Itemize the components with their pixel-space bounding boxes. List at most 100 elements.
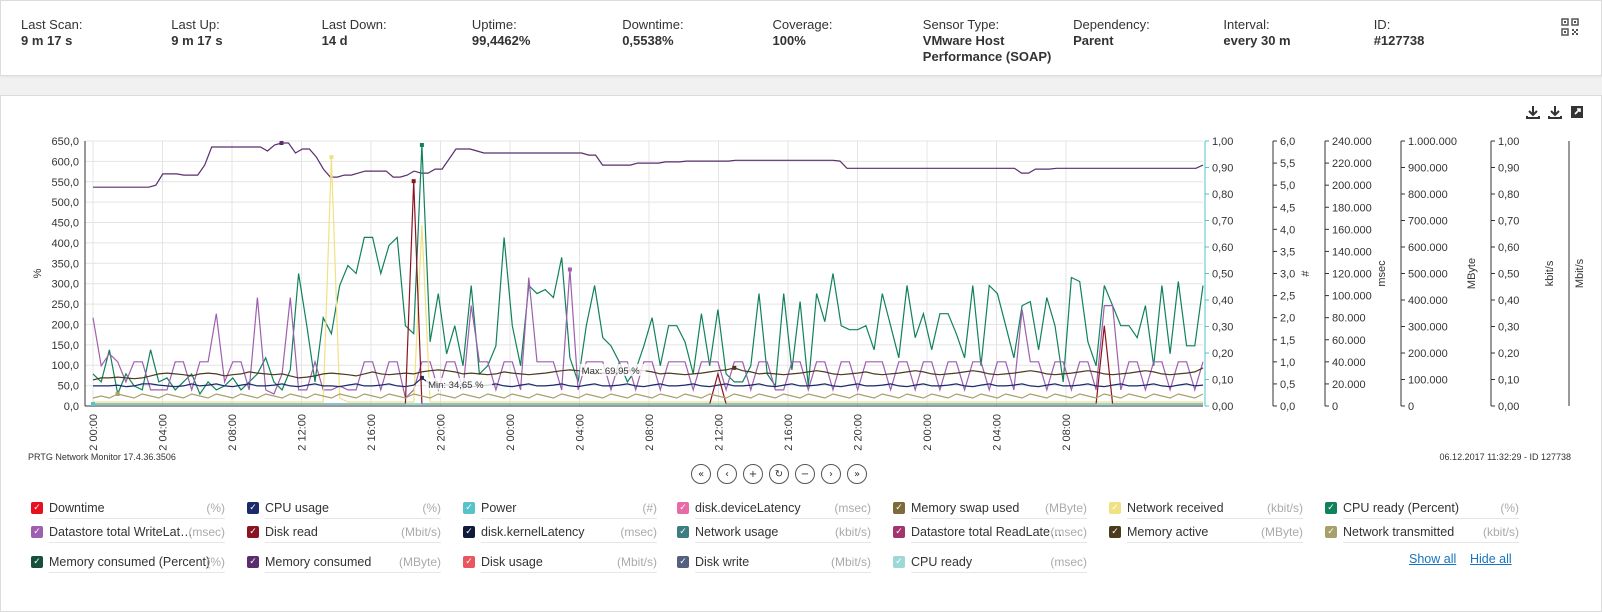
- legend-item[interactable]: ✓ Disk usage (Mbit/s): [463, 552, 657, 573]
- legend-checkbox[interactable]: ✓: [1325, 526, 1337, 538]
- right-axis-tick-label: 2,5: [1280, 291, 1295, 303]
- info-item: Last Up: 9 m 17 s: [171, 17, 222, 49]
- legend-checkbox[interactable]: ✓: [1325, 502, 1337, 514]
- download-csv-icon[interactable]: [1547, 104, 1563, 120]
- legend-label[interactable]: Memory consumed (Percent): [49, 555, 211, 569]
- legend-underline: [695, 518, 871, 519]
- legend-item[interactable]: ✓ Network usage (kbit/s): [677, 522, 871, 543]
- legend-item[interactable]: ✓ CPU usage (%): [247, 498, 441, 519]
- legend-item[interactable]: ✓ Disk write (Mbit/s): [677, 552, 871, 573]
- legend-item[interactable]: ✓ Memory consumed (Percent) (%): [31, 552, 225, 573]
- legend-item[interactable]: ✓ Datastore total WriteLat… (msec): [31, 522, 225, 543]
- legend-label[interactable]: Power: [481, 501, 517, 515]
- legend-item[interactable]: ✓ disk.kernelLatency (msec): [463, 522, 657, 543]
- legend-label[interactable]: disk.kernelLatency: [481, 525, 585, 539]
- legend-label[interactable]: Datastore total WriteLat…: [49, 525, 193, 539]
- legend-label[interactable]: Disk usage: [481, 555, 543, 569]
- legend-checkbox[interactable]: ✓: [893, 526, 905, 538]
- legend-checkbox[interactable]: ✓: [463, 556, 475, 568]
- legend-unit: (msec): [1050, 555, 1087, 569]
- legend-underline: [1127, 542, 1303, 543]
- hide-all-link[interactable]: Hide all: [1470, 552, 1512, 566]
- legend-item[interactable]: ✓ Datastore total ReadLate… (msec): [893, 522, 1087, 543]
- legend-item[interactable]: ✓ disk.deviceLatency (msec): [677, 498, 871, 519]
- legend-label[interactable]: CPU ready (Percent): [1343, 501, 1460, 515]
- legend-label[interactable]: CPU ready: [911, 555, 973, 569]
- show-all-link[interactable]: Show all: [1409, 552, 1457, 566]
- series-line: [93, 377, 1204, 388]
- legend-item[interactable]: ✓ Power (#): [463, 498, 657, 519]
- legend-checkbox[interactable]: ✓: [31, 502, 43, 514]
- info-value: 99,4462%: [471, 33, 531, 48]
- legend-checkbox[interactable]: ✓: [31, 556, 43, 568]
- legend-checkbox[interactable]: ✓: [247, 526, 259, 538]
- legend-underline: [481, 542, 657, 543]
- right-axis-tick-label: 2,0: [1280, 313, 1295, 325]
- legend-checkbox[interactable]: ✓: [677, 526, 689, 538]
- legend-checkbox[interactable]: ✓: [463, 502, 475, 514]
- legend-label[interactable]: Disk read: [265, 525, 318, 539]
- info-value: 0,5538%: [622, 33, 674, 48]
- legend-checkbox[interactable]: ✓: [893, 502, 905, 514]
- legend-label[interactable]: Datastore total ReadLate…: [911, 525, 1063, 539]
- legend-checkbox[interactable]: ✓: [31, 526, 43, 538]
- legend-checkbox[interactable]: ✓: [677, 556, 689, 568]
- legend-unit: (msec): [834, 501, 871, 515]
- legend-checkbox[interactable]: ✓: [247, 556, 259, 568]
- legend-label[interactable]: Network transmitted: [1343, 525, 1455, 539]
- legend-checkbox[interactable]: ✓: [247, 502, 259, 514]
- legend-item[interactable]: ✓ CPU ready (msec): [893, 552, 1087, 573]
- legend-underline: [481, 518, 657, 519]
- right-axis-tick-label: 0,60: [1212, 242, 1233, 254]
- legend-label[interactable]: Downtime: [49, 501, 105, 515]
- right-axis-tick-label: 500.000: [1408, 269, 1448, 281]
- legend-item[interactable]: ✓ CPU ready (Percent) (%): [1325, 498, 1519, 519]
- right-axis-tick-label: 400.000: [1408, 295, 1448, 307]
- legend-label[interactable]: CPU usage: [265, 501, 329, 515]
- legend-item[interactable]: ✓ Network transmitted (kbit/s): [1325, 522, 1519, 543]
- legend-checkbox[interactable]: ✓: [463, 526, 475, 538]
- nav-prev-button[interactable]: ‹: [717, 464, 737, 484]
- legend-unit: (Mbit/s): [831, 555, 871, 569]
- nav-last-button[interactable]: »: [847, 464, 867, 484]
- legend-label[interactable]: Memory consumed: [265, 555, 372, 569]
- expand-icon[interactable]: [1569, 104, 1585, 120]
- y-tick-label: 450,0: [51, 218, 79, 230]
- legend-label[interactable]: Memory swap used: [911, 501, 1020, 515]
- legend-checkbox[interactable]: ✓: [677, 502, 689, 514]
- legend-label[interactable]: disk.deviceLatency: [695, 501, 801, 515]
- series-line: [93, 157, 1203, 403]
- legend-label[interactable]: Disk write: [695, 555, 750, 569]
- legend-item[interactable]: ✓ Memory swap used (MByte): [893, 498, 1087, 519]
- legend-underline: [1343, 542, 1519, 543]
- series-line: [93, 142, 1204, 188]
- legend-checkbox[interactable]: ✓: [1109, 526, 1121, 538]
- legend-label[interactable]: Network usage: [695, 525, 779, 539]
- nav-reset-button[interactable]: ↻: [769, 464, 789, 484]
- legend-item[interactable]: ✓ Memory consumed (MByte): [247, 552, 441, 573]
- legend-label[interactable]: Memory active: [1127, 525, 1209, 539]
- right-axis-tick-label: 0,70: [1498, 216, 1519, 228]
- legend-checkbox[interactable]: ✓: [1109, 502, 1121, 514]
- legend-item[interactable]: ✓ Memory active (MByte): [1109, 522, 1303, 543]
- nav-first-button[interactable]: «: [691, 464, 711, 484]
- info-value: Parent: [1073, 33, 1114, 48]
- right-axis-tick-label: 700.000: [1408, 216, 1448, 228]
- legend-unit: (msec): [620, 525, 657, 539]
- info-value: every 30 m: [1223, 33, 1291, 48]
- download-icon[interactable]: [1525, 104, 1541, 120]
- nav-zoom-out-button[interactable]: −: [795, 464, 815, 484]
- legend-checkbox[interactable]: ✓: [893, 556, 905, 568]
- nav-zoom-in-button[interactable]: +: [743, 464, 763, 484]
- legend-item[interactable]: ✓ Network received (kbit/s): [1109, 498, 1303, 519]
- legend-item[interactable]: ✓ Disk read (Mbit/s): [247, 522, 441, 543]
- right-axis-tick-label: 200.000: [1408, 348, 1448, 360]
- legend-unit: (kbit/s): [1483, 525, 1519, 539]
- legend-item[interactable]: ✓ Downtime (%): [31, 498, 225, 519]
- legend-label[interactable]: Network received: [1127, 501, 1224, 515]
- qr-code-icon[interactable]: [1561, 18, 1579, 36]
- nav-next-button[interactable]: ›: [821, 464, 841, 484]
- right-axis-tick-label: 0,20: [1212, 348, 1233, 360]
- sensor-line-chart[interactable]: 0,0 50,0 100,0 150,0 200,0 250,0 300,0 350,0 400…: [1, 131, 1602, 451]
- annotation-bg: [579, 363, 646, 376]
